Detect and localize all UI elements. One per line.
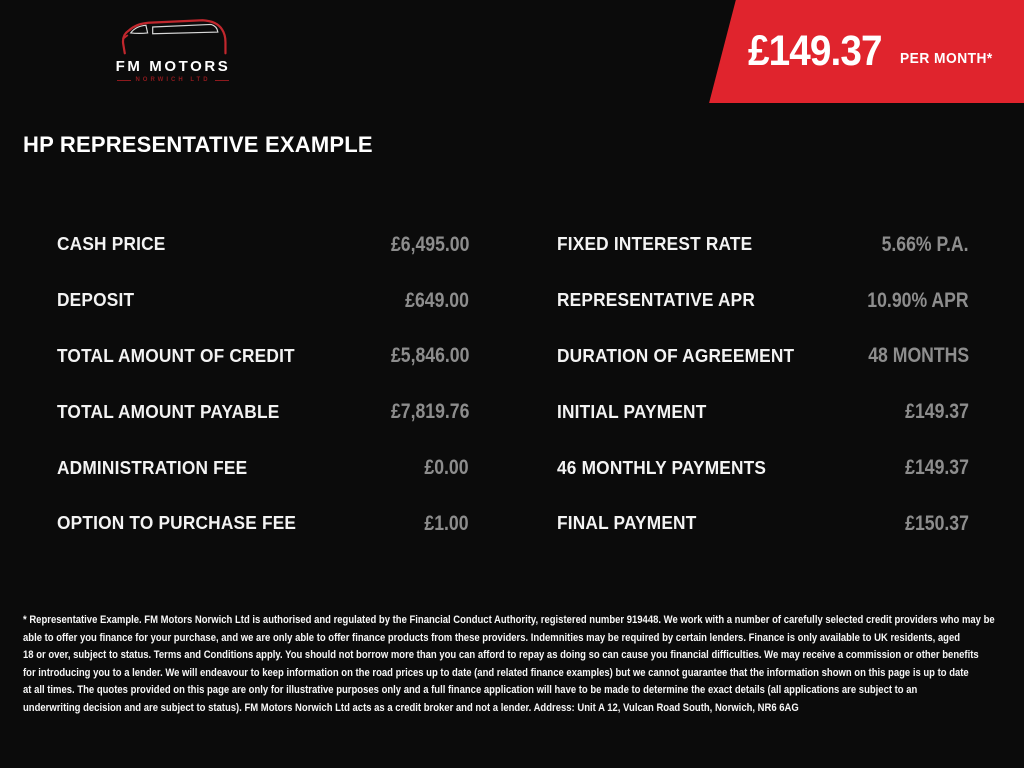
cash-price-label: CASH PRICE (57, 234, 166, 255)
tagline-dash-left (117, 79, 132, 81)
total-payable-value: £7,819.76 (390, 400, 469, 424)
monthly-price-amount: £149.37 (748, 27, 882, 75)
option-fee-value: £1.00 (424, 511, 469, 535)
row-representative-apr: REPRESENTATIVE APR 10.90% APR (557, 273, 969, 329)
page-title: HP REPRESENTATIVE EXAMPLE (23, 132, 373, 157)
row-monthly-payments: 46 MONTHLY PAYMENTS £149.37 (557, 440, 969, 496)
row-fixed-interest-rate: FIXED INTEREST RATE 5.66% P.A. (557, 217, 969, 273)
disclaimer-line-4: for introducing you to a lender. We will… (23, 666, 969, 679)
row-initial-payment: INITIAL PAYMENT £149.37 (557, 384, 969, 440)
monthly-payments-label: 46 MONTHLY PAYMENTS (557, 457, 767, 478)
final-payment-label: FINAL PAYMENT (557, 513, 697, 534)
deposit-value: £649.00 (405, 288, 469, 312)
apr-value: 10.90% APR (867, 288, 969, 312)
total-credit-label: TOTAL AMOUNT OF CREDIT (57, 345, 295, 366)
final-payment-value: £150.37 (905, 511, 969, 535)
row-duration: DURATION OF AGREEMENT 48 MONTHS (557, 329, 969, 385)
dealer-tagline-row: NORWICH LTD (114, 77, 232, 83)
finance-column-right: FIXED INTEREST RATE 5.66% P.A. REPRESENT… (557, 217, 969, 552)
deposit-label: DEPOSIT (57, 290, 135, 311)
finance-column-left: CASH PRICE £6,495.00 DEPOSIT £649.00 TOT… (57, 217, 469, 552)
admin-fee-label: ADMINISTRATION FEE (57, 457, 248, 478)
disclaimer: * Representative Example. FM Motors Norw… (23, 612, 1011, 717)
row-deposit: DEPOSIT £649.00 (57, 273, 469, 329)
initial-payment-value: £149.37 (905, 400, 969, 424)
monthly-payments-value: £149.37 (905, 456, 969, 480)
row-total-credit: TOTAL AMOUNT OF CREDIT £5,846.00 (57, 329, 469, 385)
disclaimer-line-3: 18 or over, subject to status. Terms and… (23, 649, 979, 661)
duration-value: 48 MONTHS (868, 344, 969, 368)
disclaimer-line-1: * Representative Example. FM Motors Norw… (23, 614, 995, 626)
total-payable-label: TOTAL AMOUNT PAYABLE (57, 401, 280, 422)
cash-price-value: £6,495.00 (390, 232, 469, 256)
monthly-price-period: PER MONTH* (900, 51, 994, 67)
tagline-dash-right (214, 79, 229, 81)
total-credit-value: £5,846.00 (390, 344, 469, 368)
price-banner: £149.37 PER MONTH* (709, 0, 1024, 103)
dealer-tagline: NORWICH LTD (135, 77, 211, 83)
row-total-payable: TOTAL AMOUNT PAYABLE £7,819.76 (57, 384, 469, 440)
initial-payment-label: INITIAL PAYMENT (557, 401, 707, 422)
option-fee-label: OPTION TO PURCHASE FEE (57, 513, 297, 534)
van-icon (121, 19, 227, 55)
dealer-logo: FM MOTORS NORWICH LTD (114, 16, 232, 83)
duration-label: DURATION OF AGREEMENT (557, 345, 795, 366)
row-cash-price: CASH PRICE £6,495.00 (57, 217, 469, 273)
row-option-to-purchase-fee: OPTION TO PURCHASE FEE £1.00 (57, 496, 469, 552)
disclaimer-line-2: able to offer you finance for your purch… (23, 631, 961, 644)
admin-fee-value: £0.00 (424, 456, 469, 480)
fixed-rate-label: FIXED INTEREST RATE (557, 234, 753, 255)
disclaimer-line-6: underwriting decision and are subject to… (23, 701, 799, 714)
disclaimer-line-5: at all times. The quotes provided on thi… (23, 684, 918, 696)
dealer-name: FM MOTORS (115, 58, 231, 75)
apr-label: REPRESENTATIVE APR (557, 290, 756, 311)
row-admin-fee: ADMINISTRATION FEE £0.00 (57, 440, 469, 496)
row-final-payment: FINAL PAYMENT £150.37 (557, 496, 969, 552)
fixed-rate-value: 5.66% P.A. (882, 232, 969, 256)
